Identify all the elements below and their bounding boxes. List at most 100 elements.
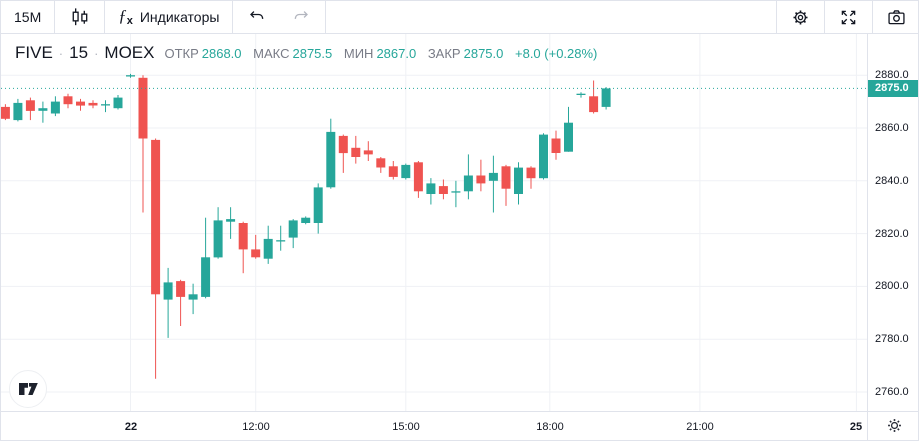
change-value: +8.0 (+0.28%): [515, 46, 598, 61]
candle-body-down: [138, 77, 148, 139]
candle-body-up: [426, 183, 436, 194]
toolbar-separator: [872, 1, 873, 33]
candle-body-up: [38, 108, 48, 111]
time-axis[interactable]: 22 12:00 15:00 18:00 21:00 25: [1, 411, 918, 440]
camera-icon: [886, 7, 907, 28]
low-value: 2867.0: [376, 46, 417, 61]
candle-body-up: [126, 75, 135, 77]
price-axis-label: 2880.0: [875, 69, 909, 81]
price-axis-label: 2840.0: [875, 175, 909, 187]
candle-body-up: [226, 219, 236, 222]
undo-button[interactable]: [233, 1, 280, 33]
candle-body-up: [326, 131, 336, 188]
toolbar-separator: [54, 1, 56, 33]
candlestick-chart-canvas[interactable]: [1, 34, 867, 411]
candle-body-up: [539, 134, 548, 179]
candle-body-up: [576, 93, 586, 95]
time-axis-label: 25: [849, 421, 863, 433]
time-axis-label: 12:00: [242, 421, 270, 433]
candle-body-up: [301, 217, 311, 223]
candle-body-up: [113, 97, 123, 109]
undo-icon: [246, 7, 266, 27]
candle-body-up: [276, 240, 286, 242]
candle-body-down: [363, 150, 373, 155]
high-label: МАКС: [253, 46, 290, 61]
candle-body-down: [251, 249, 261, 258]
close-label: ЗАКР: [427, 46, 461, 61]
candle-body-down: [25, 100, 35, 111]
chart-pane[interactable]: FIVE · 15 · MOEX ОТКР 2868.0 МАКС 2875.5 М…: [1, 34, 867, 411]
candle-body-up: [101, 104, 110, 106]
candle-body-up: [13, 102, 23, 121]
price-axis[interactable]: 2875.0 2880.0 2860.0 2840.0 2820.0 2800.0 278…: [867, 34, 918, 411]
top-toolbar: 15M ƒx Индикаторы: [1, 1, 918, 34]
settings-button[interactable]: [777, 1, 824, 33]
legend-ohlc-fields: ОТКР 2868.0 МАКС 2875.5 МИН 2867.0 ЗАКР 2875…: [164, 46, 597, 61]
low-label: МИН: [343, 46, 374, 61]
last-price-badge: 2875.0: [868, 80, 918, 97]
price-axis-label: 2800.0: [875, 280, 909, 292]
price-axis-label: 2760.0: [875, 386, 909, 398]
open-label: ОТКР: [164, 46, 199, 61]
candle-body-up: [163, 282, 173, 300]
time-axis-label: 22: [124, 421, 138, 433]
candle-body-up: [488, 172, 498, 181]
candle-body-up: [288, 220, 298, 238]
candle-body-up: [188, 294, 198, 300]
candle-body-down: [63, 96, 73, 105]
redo-icon: [292, 7, 312, 27]
chart-style-button[interactable]: [55, 1, 105, 33]
candle-body-up: [313, 187, 323, 223]
theme-sun-icon[interactable]: [886, 417, 903, 439]
candlestick-icon: [68, 6, 91, 29]
axis-corner-cell: [867, 412, 918, 440]
symbol-name[interactable]: FIVE: [15, 43, 53, 62]
candle-body-up: [564, 122, 573, 152]
legend-interval[interactable]: 15: [69, 43, 89, 62]
legend: FIVE · 15 · MOEX ОТКР 2868.0 МАКС 2875.5 М…: [15, 43, 597, 63]
candle-body-down: [388, 166, 398, 177]
candle-body-up: [263, 238, 273, 259]
tradingview-logo-mark: [18, 383, 38, 395]
candle-body-down: [476, 175, 486, 184]
screenshot-camera-button[interactable]: [873, 1, 918, 33]
toolbar-separator: [776, 1, 777, 33]
candle-body-down: [88, 102, 98, 106]
fullscreen-button[interactable]: [825, 1, 872, 33]
candle-body-down: [589, 96, 599, 113]
fx-icon: ƒx: [118, 6, 133, 27]
candle-body-down: [176, 281, 186, 297]
candle-body-down: [413, 162, 423, 192]
legend-separator: ·: [94, 46, 99, 61]
candle-body-up: [451, 191, 461, 193]
gear-icon: [790, 7, 811, 28]
candle-body-down: [501, 166, 511, 189]
redo-button[interactable]: [279, 1, 326, 33]
fullscreen-expand-icon: [838, 7, 859, 28]
candle-body-up: [213, 220, 223, 258]
price-axis-label: 2820.0: [875, 228, 909, 240]
candle-body-up: [601, 88, 611, 107]
candle-body-down: [76, 101, 85, 106]
candle-body-up: [201, 257, 211, 297]
toolbar-separator: [824, 1, 825, 33]
interval-label: 15M: [14, 9, 42, 25]
toolbar-left-group: 15M ƒx Индикаторы: [1, 1, 327, 33]
time-axis-label: 18:00: [536, 421, 564, 433]
indicators-button[interactable]: ƒx Индикаторы: [105, 1, 233, 33]
high-value: 2875.5: [292, 46, 333, 61]
toolbar-separator: [325, 1, 327, 33]
candle-body-up: [50, 101, 60, 114]
interval-button[interactable]: 15M: [1, 1, 55, 33]
tradingview-logo[interactable]: [9, 370, 47, 408]
toolbar-separator: [104, 1, 106, 33]
candle-body-up: [463, 175, 473, 192]
candle-body-down: [1, 106, 10, 119]
candle-body-down: [338, 135, 348, 154]
candle-body-down: [238, 223, 248, 250]
price-axis-label: 2780.0: [875, 333, 909, 345]
open-value: 2868.0: [201, 46, 242, 61]
candle-body-down: [438, 186, 448, 194]
candle-body-up: [401, 164, 411, 179]
